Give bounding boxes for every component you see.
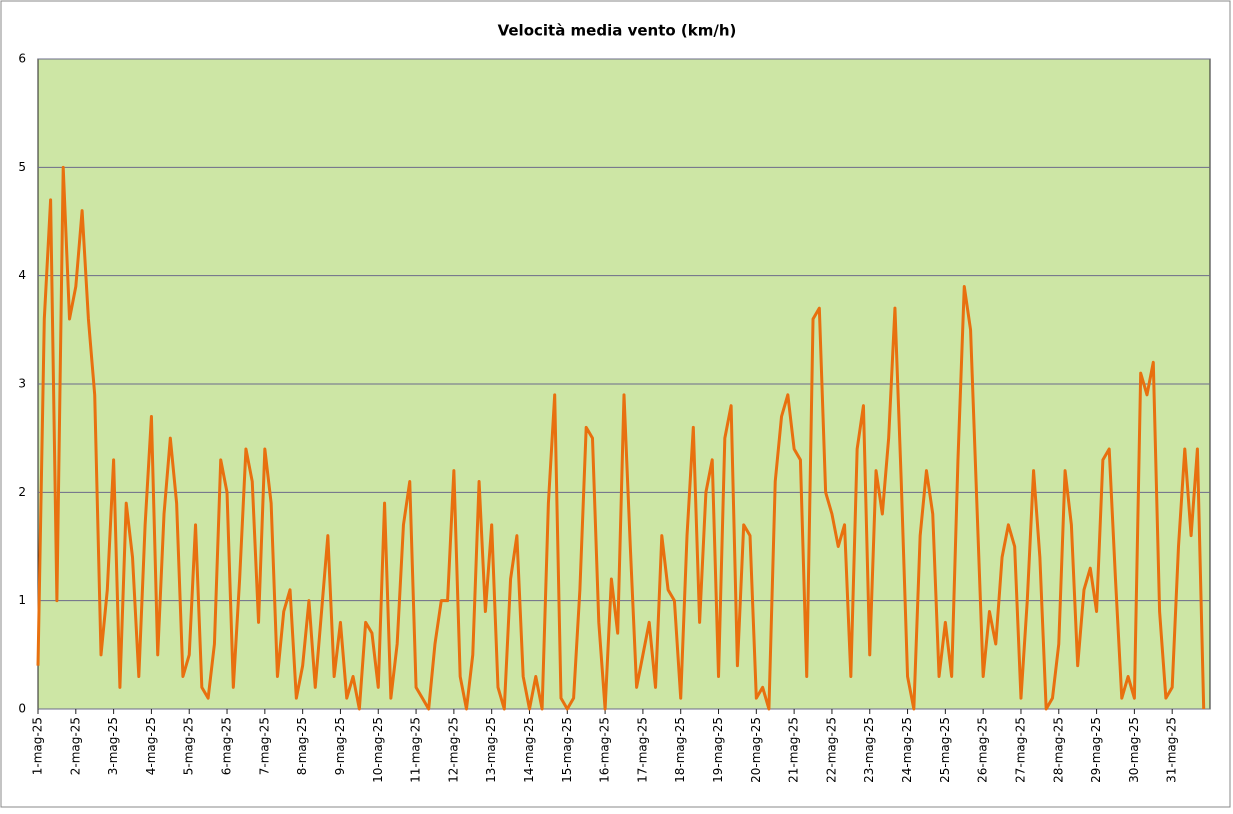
x-tick-label: 20-mag-25 [749, 717, 763, 783]
x-tick-label: 3-mag-25 [106, 717, 120, 775]
y-tick-label: 6 [18, 52, 26, 66]
x-tick-label: 19-mag-25 [711, 717, 725, 783]
x-tick-label: 2-mag-25 [68, 717, 82, 775]
x-tick-label: 17-mag-25 [635, 717, 649, 783]
x-tick-label: 31-mag-25 [1165, 717, 1179, 783]
x-tick-label: 24-mag-25 [900, 717, 914, 783]
x-tick-label: 5-mag-25 [182, 717, 196, 775]
y-tick-label: 3 [18, 377, 26, 391]
x-tick-label: 28-mag-25 [1051, 717, 1065, 783]
x-tick-label: 22-mag-25 [824, 717, 838, 783]
data-line [36, 165, 1206, 711]
y-tick-label: 1 [18, 593, 26, 607]
x-tick-label: 11-mag-25 [409, 717, 423, 783]
x-tick-label: 7-mag-25 [257, 717, 271, 775]
x-tick-label: 29-mag-25 [1089, 717, 1103, 783]
x-tick-label: 9-mag-25 [333, 717, 347, 775]
x-tick-label: 26-mag-25 [976, 717, 990, 783]
x-tick-label: 6-mag-25 [220, 717, 234, 775]
x-tick-label: 27-mag-25 [1013, 717, 1027, 783]
x-tick-label: 23-mag-25 [862, 717, 876, 783]
x-tick-label: 18-mag-25 [673, 717, 687, 783]
x-tick-label: 1-mag-25 [31, 717, 45, 775]
x-tick-label: 13-mag-25 [484, 717, 498, 783]
x-tick-label: 10-mag-25 [371, 717, 385, 783]
y-tick-label: 2 [18, 485, 26, 499]
x-tick-label: 4-mag-25 [144, 717, 158, 775]
y-tick-label: 0 [18, 702, 26, 716]
y-tick-label: 5 [18, 160, 26, 174]
x-tick-label: 12-mag-25 [446, 717, 460, 783]
y-tick-label: 4 [18, 268, 26, 282]
x-tick-label: 14-mag-25 [522, 717, 536, 783]
x-tick-label: 8-mag-25 [295, 717, 309, 775]
x-tick-label: 21-mag-25 [787, 717, 801, 783]
x-tick-label: 25-mag-25 [938, 717, 952, 783]
x-tick-label: 16-mag-25 [598, 717, 612, 783]
x-tick-label: 15-mag-25 [560, 717, 574, 783]
x-tick-label: 30-mag-25 [1127, 717, 1141, 783]
chart-title: Velocità media vento (km/h) [498, 22, 737, 40]
